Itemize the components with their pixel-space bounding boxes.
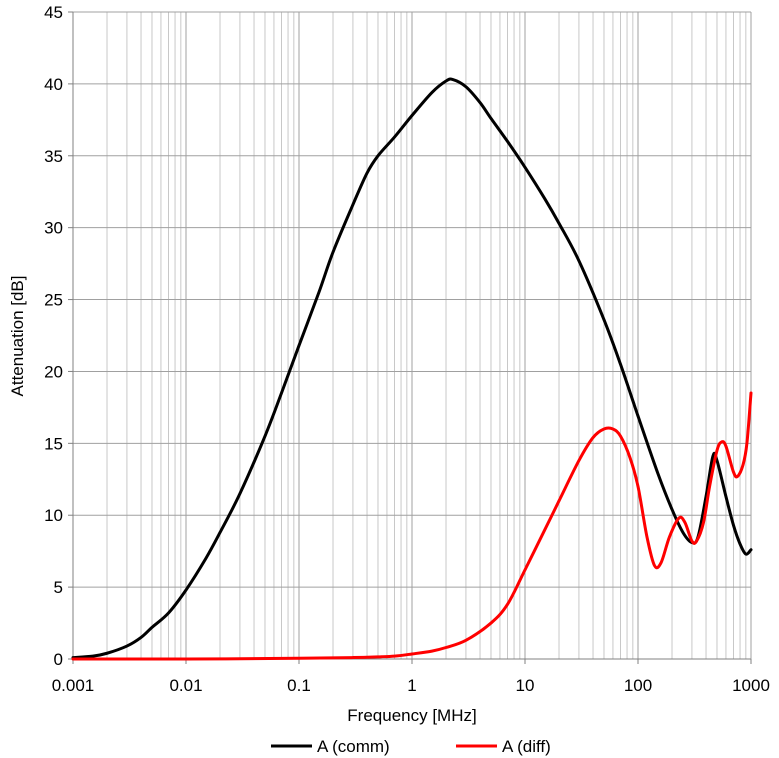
legend-label-comm: A (comm) [317,737,390,756]
y-tick-label: 35 [44,147,63,166]
y-tick-label: 5 [54,578,63,597]
y-tick-label: 0 [54,650,63,669]
x-tick-label: 1000 [732,676,770,695]
series-line-a-diff [71,391,753,661]
minor-gridlines [106,12,747,659]
series-layer [71,77,753,661]
legend-label-diff: A (diff) [502,737,551,756]
x-tick-label: 0.01 [169,676,202,695]
legend: A (comm) A (diff) [271,737,551,756]
x-tick-label: 0.1 [287,676,311,695]
y-axis-title: Attenuation [dB] [8,276,27,397]
y-tick-label: 30 [44,219,63,238]
y-tick-label: 40 [44,75,63,94]
y-tick-label: 15 [44,434,63,453]
y-tick-label: 20 [44,362,63,381]
y-tick-label: 45 [44,3,63,22]
plot-frame [68,11,752,664]
x-tick-label: 10 [516,676,535,695]
y-tick-label: 25 [44,291,63,310]
x-tick-label: 100 [624,676,652,695]
x-axis-title: Frequency [MHz] [347,706,476,725]
y-tick-labels: 0 5 10 15 20 25 30 35 40 45 [44,3,63,669]
x-tick-label: 1 [407,676,416,695]
major-gridlines [72,11,752,660]
y-tick-label: 10 [44,506,63,525]
x-tick-labels: 0.001 0.01 0.1 1 10 100 1000 [52,676,770,695]
x-tick-label: 0.001 [52,676,95,695]
